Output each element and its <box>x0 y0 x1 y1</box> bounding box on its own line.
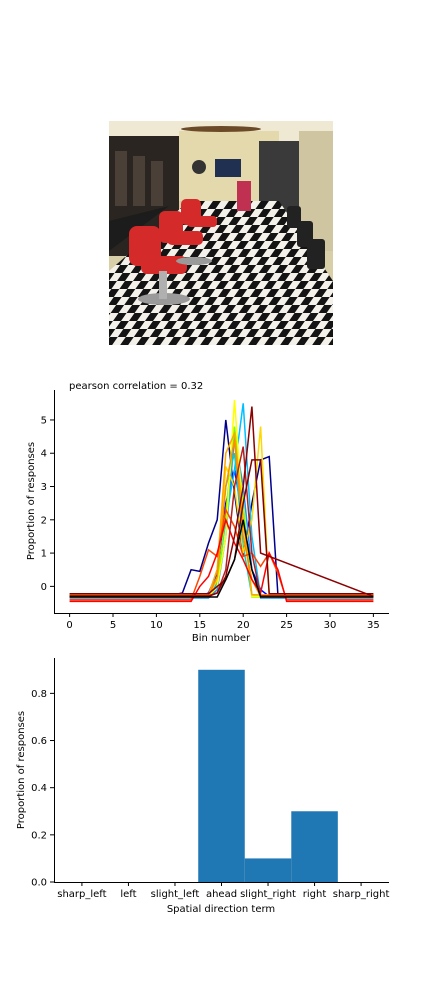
x-tick-label: 30 <box>324 620 337 631</box>
y-tick-label: 0.4 <box>31 783 47 794</box>
y-tick-label: 0.2 <box>31 830 47 841</box>
bars <box>198 669 338 882</box>
bar-slight_right <box>244 858 292 882</box>
series-line-9 <box>69 430 374 596</box>
x-tick-label: 10 <box>150 620 163 631</box>
y-ticks: 0.0 0.2 0.4 0.6 0.8 <box>31 689 54 889</box>
y-tick-label: 0.6 <box>31 736 47 747</box>
bar-ahead <box>198 669 245 882</box>
x-tick-label: 15 <box>193 620 206 631</box>
x-tick-label: left <box>120 889 136 900</box>
x-tick-label: slight_right <box>240 889 296 900</box>
series-line-16 <box>69 519 374 598</box>
x-tick-label: right <box>303 889 327 900</box>
x-tick-label: sharp_left <box>57 889 106 900</box>
y-tick-label: 5 <box>41 415 47 426</box>
x-tick-label: 5 <box>110 620 116 631</box>
y-ticks: 0 1 2 3 4 5 <box>41 415 54 593</box>
series-line-14 <box>69 406 374 598</box>
chart-title: pearson correlation = 0.32 <box>69 381 203 392</box>
bar-right <box>291 811 338 882</box>
y-tick-label: 0.0 <box>31 878 47 889</box>
x-axis-label: Bin number <box>192 633 251 644</box>
series-line-12 <box>69 517 374 603</box>
series-lines <box>69 399 374 603</box>
series-line-10 <box>69 439 374 598</box>
y-tick-label: 3 <box>41 482 47 493</box>
x-ticks: 0 5 10 15 20 25 30 35 <box>66 613 380 631</box>
x-tick-label: slight_left <box>151 889 200 900</box>
series-line-1 <box>69 419 374 596</box>
x-tick-label: sharp_right <box>333 889 390 900</box>
series-line-15 <box>69 459 374 595</box>
x-tick-label: 20 <box>237 620 250 631</box>
x-tick-label: ahead <box>206 889 237 900</box>
y-tick-label: 1 <box>41 549 47 560</box>
x-axis-label: Spatial direction term <box>167 904 275 915</box>
y-tick-label: 2 <box>41 515 47 526</box>
y-tick-label: 4 <box>41 449 47 460</box>
x-ticks: sharp_left left slight_left ahead slight_rig… <box>57 882 389 900</box>
y-tick-label: 0.8 <box>31 689 47 700</box>
bar-chart: sharp_left left slight_left ahead slight_rig… <box>16 658 389 915</box>
barbershop-photo <box>109 121 333 345</box>
x-tick-label: 0 <box>66 620 72 631</box>
line-chart: pearson correlation = 0.32 0 5 10 15 20 25 30 3… <box>26 381 389 644</box>
y-axis-label: Proportion of responses <box>26 442 37 560</box>
y-axis-label: Proportion of responses <box>16 711 27 829</box>
x-tick-label: 35 <box>367 620 380 631</box>
x-tick-label: 25 <box>280 620 293 631</box>
y-tick-label: 0 <box>41 582 47 593</box>
